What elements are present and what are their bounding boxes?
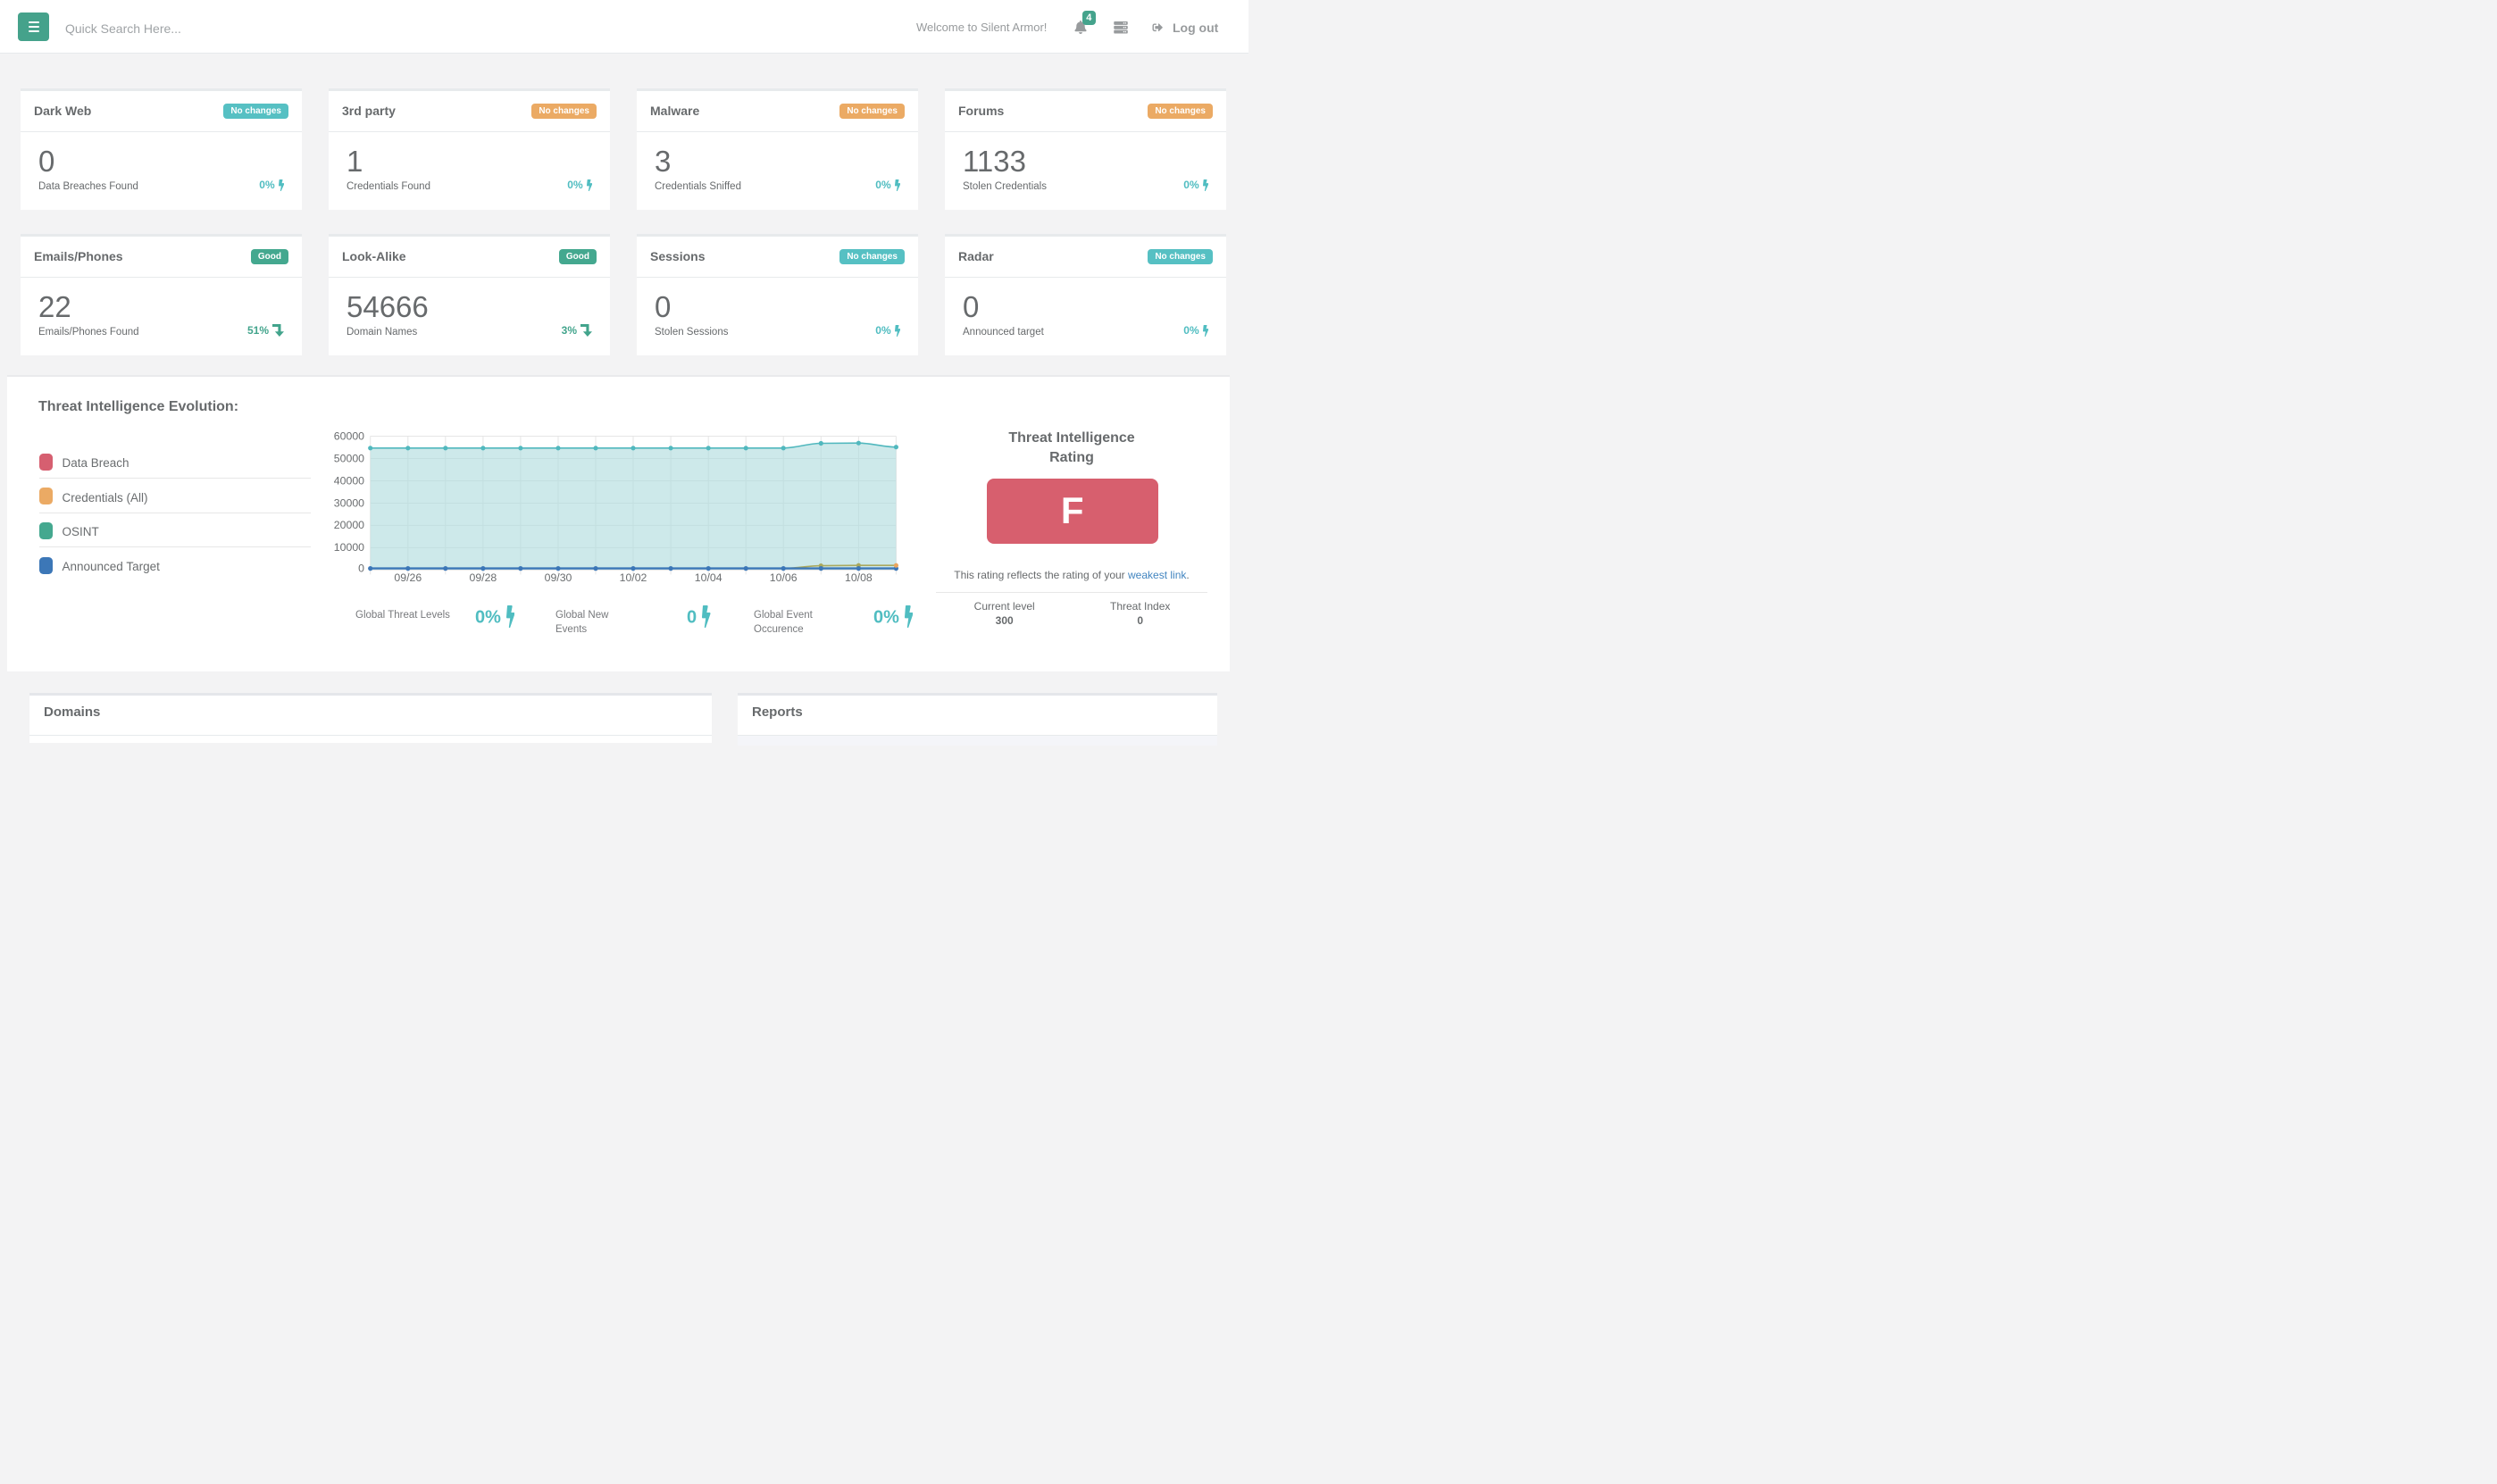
- svg-text:20000: 20000: [334, 519, 364, 531]
- svg-text:10/02: 10/02: [620, 571, 647, 584]
- svg-text:30000: 30000: [334, 496, 364, 509]
- svg-text:0: 0: [358, 563, 364, 575]
- svg-text:50000: 50000: [334, 452, 364, 464]
- svg-text:40000: 40000: [334, 474, 364, 487]
- svg-text:09/26: 09/26: [394, 571, 422, 584]
- svg-text:10/08: 10/08: [845, 571, 873, 584]
- svg-text:10/06: 10/06: [770, 571, 798, 584]
- svg-text:09/28: 09/28: [470, 571, 497, 584]
- svg-text:09/30: 09/30: [545, 571, 572, 584]
- svg-text:10/04: 10/04: [695, 571, 722, 584]
- svg-text:60000: 60000: [334, 429, 364, 442]
- svg-text:10000: 10000: [334, 541, 364, 554]
